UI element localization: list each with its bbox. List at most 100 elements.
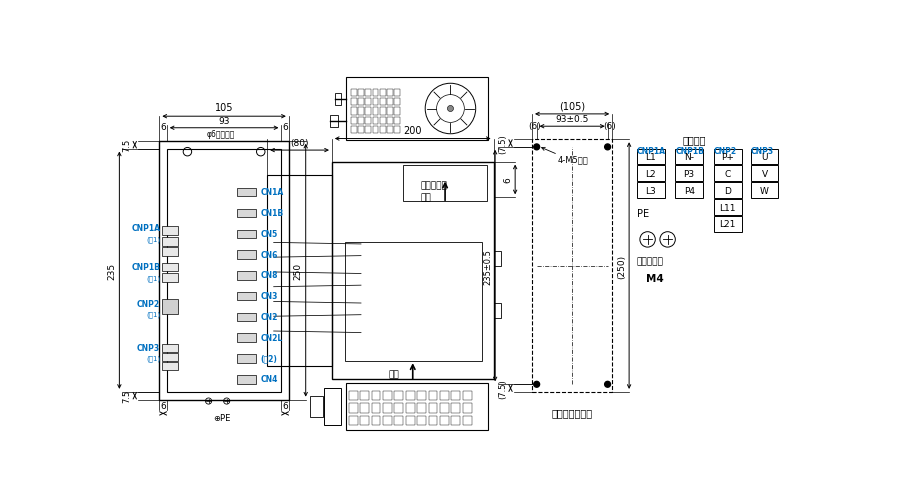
Text: 6: 6 — [160, 122, 166, 131]
Bar — [394, 416, 403, 425]
Text: CNP2: CNP2 — [137, 299, 160, 308]
Text: CNP1A: CNP1A — [131, 224, 160, 233]
Text: 200: 200 — [403, 125, 422, 135]
Text: 取付け穴加工図: 取付け穴加工図 — [552, 407, 593, 417]
Bar — [372, 391, 381, 401]
Bar — [358, 126, 365, 134]
Bar — [237, 209, 256, 218]
Bar — [406, 404, 415, 413]
Text: L2: L2 — [645, 169, 656, 178]
Bar — [394, 99, 400, 106]
Text: 6: 6 — [283, 402, 288, 410]
Text: (6): (6) — [604, 122, 617, 131]
Bar — [452, 404, 460, 413]
Text: U: U — [761, 152, 768, 162]
Bar — [351, 126, 357, 134]
Bar — [418, 404, 426, 413]
Text: (注2): (注2) — [260, 354, 277, 363]
Bar — [349, 391, 357, 401]
Bar — [463, 404, 472, 413]
Text: L3: L3 — [645, 186, 656, 195]
Text: CN2L: CN2L — [260, 333, 283, 342]
Bar — [360, 416, 369, 425]
Text: φ6取付け穴: φ6取付け穴 — [207, 129, 235, 139]
Text: (7.5): (7.5) — [499, 134, 508, 154]
Text: CN1B: CN1B — [260, 209, 284, 218]
Bar — [440, 391, 449, 401]
Circle shape — [447, 106, 454, 112]
Bar — [372, 404, 381, 413]
Bar — [237, 271, 256, 280]
Bar — [463, 391, 472, 401]
Text: CN5: CN5 — [260, 229, 277, 239]
Text: (注1): (注1) — [146, 311, 160, 318]
Bar — [237, 230, 256, 239]
Bar — [383, 404, 392, 413]
Text: CNP3: CNP3 — [751, 146, 774, 155]
Bar — [163, 263, 178, 272]
Bar — [373, 117, 378, 124]
Bar — [637, 149, 664, 164]
Text: V: V — [761, 169, 768, 178]
Bar — [394, 108, 400, 116]
Bar — [267, 175, 332, 366]
Bar — [237, 355, 256, 363]
Bar — [387, 117, 392, 124]
Bar — [394, 126, 400, 134]
Bar — [380, 126, 385, 134]
Bar — [751, 149, 778, 164]
Bar — [452, 391, 460, 401]
Text: 冷却ファン: 冷却ファン — [420, 181, 447, 190]
Bar — [380, 108, 385, 116]
Text: CN4: CN4 — [260, 375, 277, 384]
Bar — [406, 416, 415, 425]
Bar — [237, 313, 256, 322]
Bar — [380, 117, 385, 124]
Text: CNP3: CNP3 — [137, 343, 160, 352]
Text: (105): (105) — [559, 101, 585, 111]
Bar — [358, 108, 365, 116]
Bar — [394, 117, 400, 124]
Bar — [463, 416, 472, 425]
Text: CNP1B: CNP1B — [675, 146, 704, 155]
Bar — [365, 126, 371, 134]
Text: CN1A: CN1A — [260, 188, 284, 197]
Bar — [440, 416, 449, 425]
Text: (6): (6) — [528, 122, 541, 131]
Text: 排気: 排気 — [420, 193, 431, 202]
Bar — [163, 299, 178, 315]
Bar — [675, 183, 703, 199]
Bar — [358, 117, 365, 124]
Text: 吸気: 吸気 — [388, 370, 399, 379]
Text: N-: N- — [684, 152, 694, 162]
Bar — [351, 108, 357, 116]
Bar — [394, 90, 400, 97]
Bar — [324, 388, 341, 425]
Text: 7.5: 7.5 — [122, 139, 131, 152]
Bar — [351, 117, 357, 124]
Text: ねじサイズ: ねじサイズ — [637, 257, 663, 266]
Bar — [310, 396, 323, 417]
Text: 6: 6 — [503, 177, 512, 183]
Bar — [383, 391, 392, 401]
Bar — [163, 237, 178, 246]
Bar — [373, 108, 378, 116]
Text: CN2: CN2 — [260, 312, 277, 322]
Text: D: D — [724, 186, 731, 195]
Bar — [163, 353, 178, 361]
Bar — [428, 416, 437, 425]
Bar — [163, 273, 178, 283]
Bar — [428, 404, 437, 413]
Text: (7.5): (7.5) — [499, 378, 508, 398]
Bar — [637, 183, 664, 199]
Bar — [714, 200, 742, 215]
Bar — [163, 363, 178, 370]
Bar — [714, 149, 742, 164]
Bar — [163, 248, 178, 257]
Circle shape — [534, 144, 540, 150]
Text: P+: P+ — [721, 152, 734, 162]
Bar — [365, 90, 371, 97]
Bar — [714, 217, 742, 232]
Bar — [237, 251, 256, 259]
Bar — [365, 108, 371, 116]
